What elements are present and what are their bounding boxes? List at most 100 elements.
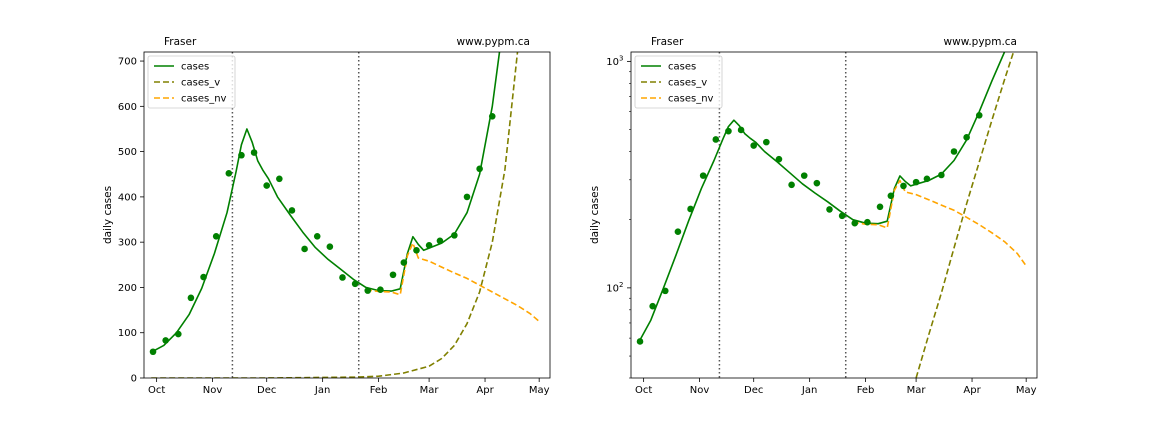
series-line-cases-nv <box>365 242 540 323</box>
y-tick-label: 10 <box>606 57 619 68</box>
log-scale-panel: Fraser www.pypm.ca daily cases Oct Nov Dec Jan… <box>589 36 1038 396</box>
x-tick-label: Jan <box>801 385 817 396</box>
y-tick-label: 10 <box>606 283 619 294</box>
data-point <box>725 127 732 135</box>
y-tick-label: 600 <box>118 102 137 113</box>
data-point <box>451 232 458 239</box>
data-point <box>413 247 420 254</box>
y-tick-exponent: 3 <box>619 54 623 62</box>
y-tick-label: 200 <box>118 283 137 294</box>
data-point <box>737 126 745 134</box>
data-point <box>238 151 245 159</box>
y-tick-label: 500 <box>118 147 137 158</box>
data-point <box>851 219 859 227</box>
data-point <box>364 287 372 294</box>
data-point <box>750 142 758 149</box>
data-point <box>463 193 471 201</box>
x-tick-label: Apr <box>963 385 981 396</box>
y-tick-exponent: 2 <box>619 281 623 289</box>
data-point <box>674 228 682 236</box>
data-point <box>212 232 220 240</box>
data-point <box>377 286 384 294</box>
data-point <box>200 273 207 281</box>
data-point <box>149 348 157 356</box>
data-point <box>326 243 334 250</box>
legend-label: cases <box>181 62 209 73</box>
series-line-cases-v <box>915 52 1015 378</box>
x-tick-label: Dec <box>257 385 276 396</box>
x-tick-label: May <box>1016 385 1037 396</box>
chart-title-right: www.pypm.ca <box>457 36 530 48</box>
x-tick-label: Dec <box>744 385 763 396</box>
legend-box <box>147 55 236 109</box>
data-point <box>712 136 720 143</box>
legend-box <box>634 55 723 109</box>
y-tick-label: 700 <box>118 57 137 68</box>
data-point <box>225 170 233 177</box>
data-point <box>425 242 433 249</box>
data-point <box>687 205 694 213</box>
data-point <box>900 182 907 190</box>
data-point <box>963 134 970 141</box>
axes-frame <box>143 51 551 379</box>
data-point <box>636 338 644 345</box>
data-point <box>838 212 846 220</box>
data-point <box>276 175 283 183</box>
data-point <box>788 181 795 189</box>
y-tick-label: 300 <box>118 238 137 249</box>
y-tick-label: 400 <box>118 192 137 203</box>
data-point <box>813 179 821 187</box>
data-point <box>400 259 408 266</box>
data-point <box>187 294 195 302</box>
data-point <box>649 302 656 310</box>
data-point <box>876 203 884 211</box>
data-point <box>975 111 983 119</box>
data-point <box>923 175 931 183</box>
chart-title-left: Fraser <box>164 36 197 48</box>
data-point <box>938 171 945 179</box>
data-point <box>301 245 308 253</box>
data-point <box>351 280 359 288</box>
data-point <box>800 172 808 179</box>
legend-label: cases <box>668 62 696 73</box>
x-tick-label: Oct <box>635 385 652 396</box>
x-tick-label: Feb <box>857 385 875 396</box>
chart-title-left: Fraser <box>651 36 684 48</box>
data-point <box>775 155 783 163</box>
chart-title-right: www.pypm.ca <box>944 36 1017 48</box>
y-tick-label: 0 <box>131 374 137 385</box>
x-tick-label: Feb <box>370 385 388 396</box>
legend-label: cases_v <box>181 78 220 89</box>
x-tick-label: Jan <box>314 385 330 396</box>
data-point <box>699 172 707 179</box>
x-tick-label: Apr <box>476 385 494 396</box>
linear-scale-panel: Fraser www.pypm.ca daily cases Oct Nov Dec Jan… <box>102 36 551 396</box>
plot-area <box>149 52 540 378</box>
legend-label: cases_nv <box>181 94 227 105</box>
x-tick-label: Nov <box>690 385 710 396</box>
x-tick-label: May <box>529 385 550 396</box>
data-point <box>763 138 770 146</box>
x-tick-label: Nov <box>203 385 223 396</box>
data-point <box>912 178 920 186</box>
data-point <box>488 112 496 120</box>
y-tick-label: 100 <box>118 328 137 339</box>
data-point <box>339 274 346 281</box>
data-point <box>950 148 958 155</box>
legend-label: cases_nv <box>668 94 714 105</box>
data-point <box>476 165 483 173</box>
data-point <box>826 206 833 213</box>
data-point <box>864 218 871 226</box>
data-point <box>661 287 669 295</box>
x-tick-label: Oct <box>148 385 165 396</box>
x-tick-label: Mar <box>420 385 440 396</box>
data-point <box>174 330 182 338</box>
axes-frame <box>630 51 1038 379</box>
data-point <box>436 237 444 245</box>
data-point <box>313 232 321 240</box>
plot-area <box>636 52 1027 378</box>
data-point <box>288 207 296 214</box>
legend-label: cases_v <box>668 78 707 89</box>
data-point <box>389 271 397 279</box>
